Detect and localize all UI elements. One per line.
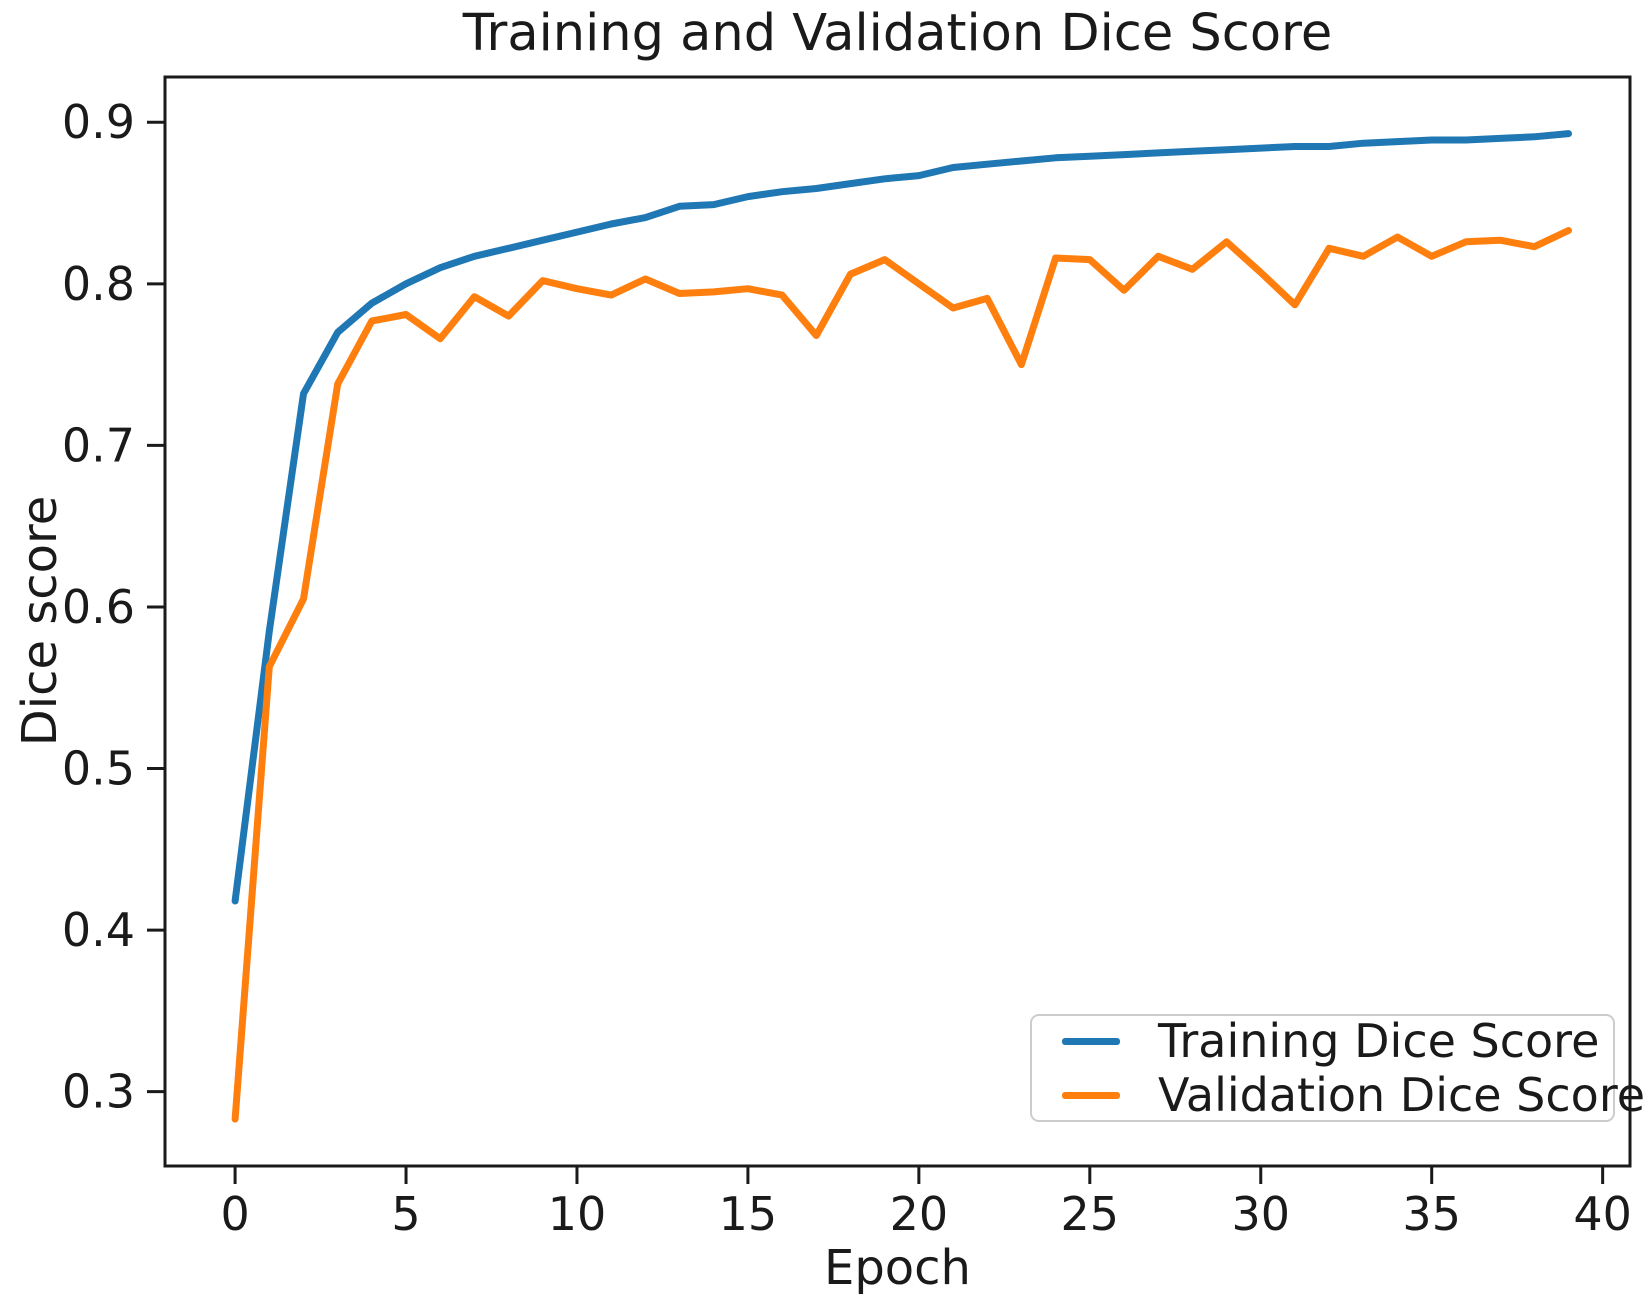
y-tick-label: 0.6 <box>62 580 135 634</box>
chart-title: Training and Validation Dice Score <box>462 4 1333 63</box>
y-tick-label: 0.8 <box>62 257 135 311</box>
y-tick-label: 0.5 <box>62 742 135 796</box>
training-dice-score-line <box>231 130 1572 905</box>
legend-item-validation: Validation Dice Score <box>1032 1072 1644 1118</box>
training-line-swatch <box>1062 1037 1120 1045</box>
x-tick-label: 5 <box>391 1187 420 1241</box>
x-axis-label: Epoch <box>824 1240 971 1296</box>
x-tick-label: 40 <box>1573 1187 1632 1241</box>
axes-frame <box>163 75 1632 1168</box>
legend-label-training: Training Dice Score <box>1158 1014 1600 1068</box>
x-tick-label: 20 <box>890 1187 949 1241</box>
validation-dice-score-line <box>231 227 1572 1123</box>
x-tick-label: 35 <box>1402 1187 1461 1241</box>
validation-line-swatch <box>1062 1091 1120 1099</box>
legend-label-validation: Validation Dice Score <box>1158 1068 1644 1122</box>
x-tick-label: 0 <box>220 1187 249 1241</box>
y-tick-label: 0.4 <box>62 903 135 957</box>
x-tick-label: 30 <box>1231 1187 1290 1241</box>
legend-item-training: Training Dice Score <box>1032 1014 1613 1068</box>
y-tick-label: 0.7 <box>62 418 135 472</box>
x-tick-label: 10 <box>548 1187 607 1241</box>
x-tick-label: 25 <box>1061 1187 1120 1241</box>
x-tick-label: 15 <box>719 1187 778 1241</box>
y-tick-label: 0.9 <box>62 95 135 149</box>
legend: Training Dice Score Validation Dice Scor… <box>1030 1014 1644 1122</box>
y-tick-label: 0.3 <box>62 1065 135 1119</box>
